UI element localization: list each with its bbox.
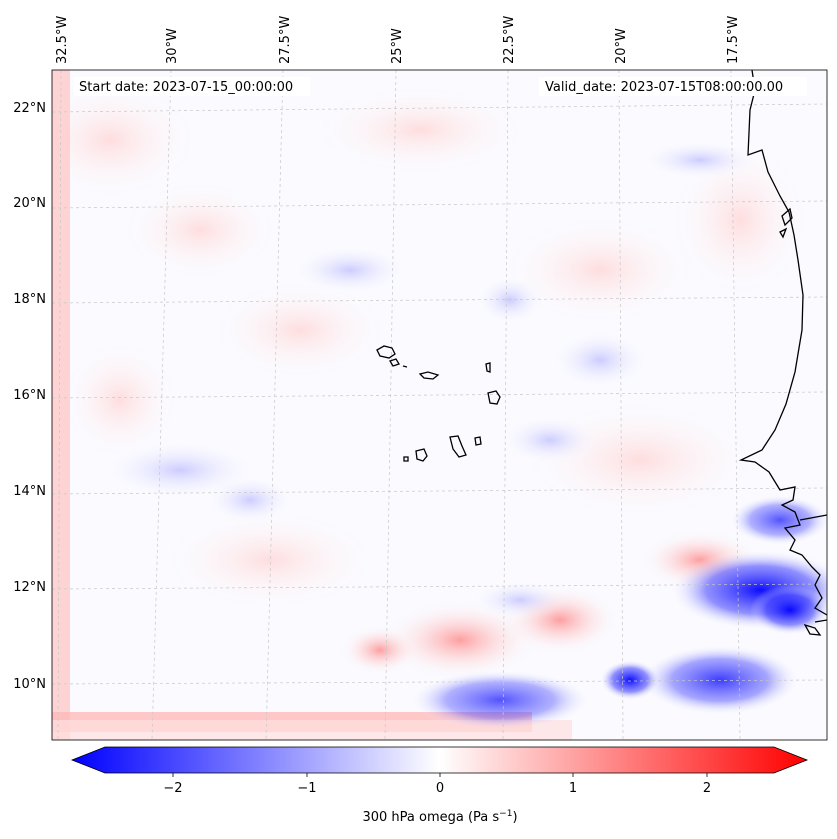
lat-label: 12°N (13, 580, 46, 595)
lat-label: 22°N (13, 101, 46, 116)
lon-label: 27.5°W (278, 16, 293, 64)
colorbar: −2 −1 0 1 2 300 hPa omega (Pa s−1) (70, 746, 809, 825)
colorbar-label: 300 hPa omega (Pa s−1) (362, 809, 517, 825)
graticule (51, 69, 828, 741)
start-date-label: Start date: 2023-07-15_00:00:00 (79, 80, 293, 95)
lat-label: 10°N (13, 677, 46, 692)
lat-label: 16°N (13, 388, 46, 403)
lat-label: 14°N (13, 484, 46, 499)
lon-label: 30°W (165, 28, 180, 64)
colorbar-ticks (172, 773, 708, 777)
cabo-verde-islands (376, 345, 501, 462)
omega-field (52, 70, 827, 740)
lon-label: 20°W (614, 28, 629, 64)
lat-label: 20°N (13, 196, 46, 211)
colorbar-tick-label: −2 (163, 781, 182, 796)
lon-label: 25°W (390, 28, 405, 64)
valid-date-box (539, 77, 807, 96)
colorbar-tick-label: 2 (703, 781, 711, 796)
valid-date-label: Valid_date: 2023-07-15T08:00:00.00 (545, 80, 783, 95)
latitude-labels: 22°N 20°N 18°N 16°N 14°N 12°N 10°N (13, 101, 46, 692)
lat-label: 18°N (13, 292, 46, 307)
map-frame (51, 69, 828, 741)
colorbar-tick-label: 1 (569, 781, 577, 796)
colorbar-label-end: ) (512, 810, 517, 825)
colorbar-tick-label: 0 (436, 781, 444, 796)
lon-label: 22.5°W (502, 16, 517, 64)
africa-coastline (738, 69, 828, 636)
start-date-box (74, 77, 310, 96)
colorbar-label-main: 300 hPa omega (Pa s (362, 810, 499, 825)
longitude-labels: 32.5°W 30°W 27.5°W 25°W 22.5°W 20°W 17.5… (55, 16, 741, 64)
lon-label: 32.5°W (55, 16, 70, 64)
colorbar-body (70, 746, 809, 774)
colorbar-tick-label: −1 (297, 781, 316, 796)
colorbar-label-sup: −1 (499, 809, 512, 819)
lon-label: 17.5°W (726, 16, 741, 64)
